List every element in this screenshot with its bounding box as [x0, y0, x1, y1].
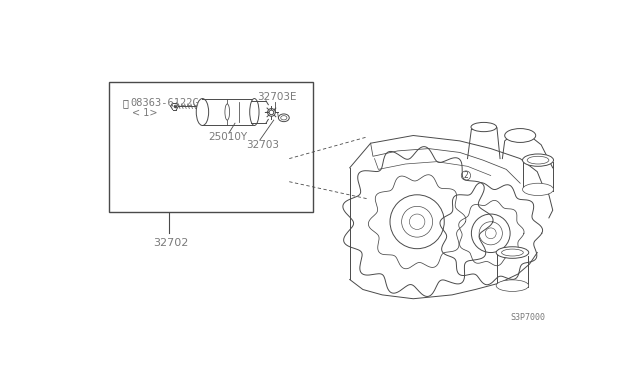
- Ellipse shape: [196, 99, 209, 125]
- Ellipse shape: [522, 183, 554, 196]
- Text: < 1>: < 1>: [132, 108, 157, 118]
- Ellipse shape: [496, 280, 529, 291]
- Ellipse shape: [281, 116, 287, 120]
- Bar: [202, 99, 254, 125]
- Text: 32702: 32702: [154, 238, 189, 248]
- Text: Ⓢ: Ⓢ: [123, 98, 129, 108]
- Text: 32703E: 32703E: [257, 92, 296, 102]
- Ellipse shape: [250, 99, 259, 125]
- Ellipse shape: [278, 114, 289, 122]
- Ellipse shape: [505, 129, 536, 142]
- Text: S3P7000: S3P7000: [510, 314, 545, 323]
- Text: 32703: 32703: [246, 140, 280, 150]
- Text: 25010Y: 25010Y: [208, 132, 247, 142]
- Ellipse shape: [471, 122, 497, 132]
- Ellipse shape: [522, 154, 554, 166]
- Text: 08363-6122G: 08363-6122G: [131, 98, 199, 108]
- Ellipse shape: [496, 247, 529, 258]
- Text: 2: 2: [463, 171, 468, 180]
- Bar: [109, 81, 312, 212]
- Ellipse shape: [225, 104, 230, 120]
